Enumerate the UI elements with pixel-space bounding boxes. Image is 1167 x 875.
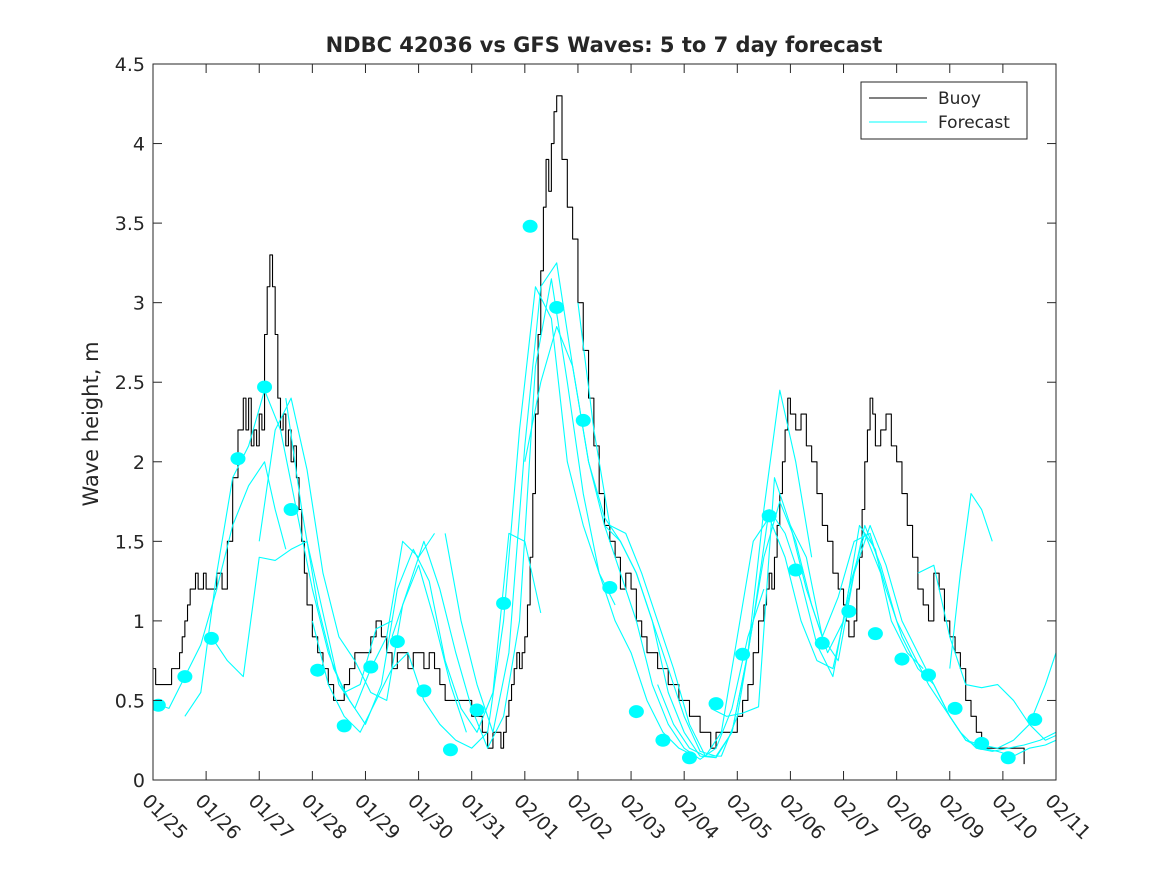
forecast-series-line bbox=[285, 398, 542, 733]
forecast-marker bbox=[814, 636, 830, 650]
y-tick-label: 4.5 bbox=[115, 54, 145, 76]
forecast-series-line bbox=[657, 516, 1056, 757]
marker-layer bbox=[153, 219, 1043, 765]
y-tick-label: 1.5 bbox=[115, 531, 145, 553]
plot-frame bbox=[152, 63, 1057, 781]
forecast-marker bbox=[602, 580, 618, 594]
forecast-series-line bbox=[710, 477, 1056, 757]
series-layer bbox=[153, 95, 1056, 765]
chart-title: NDBC 42036 vs GFS Waves: 5 to 7 day fore… bbox=[326, 33, 883, 57]
y-tick-label: 0 bbox=[133, 770, 145, 792]
legend-box bbox=[860, 81, 1028, 140]
forecast-marker bbox=[921, 668, 937, 682]
forecast-series-line bbox=[155, 461, 287, 709]
y-tick-label: 4 bbox=[133, 134, 145, 156]
forecast-marker bbox=[416, 684, 432, 698]
y-tick-label: 2.5 bbox=[115, 372, 145, 394]
y-axis-ticks: 0 0.5 1 1.5 2 2.5 3 3.5 4 4.5 bbox=[115, 54, 1056, 792]
forecast-series-line bbox=[949, 493, 993, 669]
forecast-marker bbox=[894, 652, 910, 666]
forecast-marker bbox=[681, 751, 697, 765]
y-axis-label: Wave height, m bbox=[79, 341, 103, 506]
forecast-series-line bbox=[210, 533, 435, 709]
forecast-series-line bbox=[524, 325, 813, 757]
forecast-series-line bbox=[184, 389, 393, 717]
forecast-series-line bbox=[311, 286, 616, 749]
y-tick-label: 0.5 bbox=[115, 690, 145, 712]
forecast-marker bbox=[867, 627, 883, 641]
forecast-marker bbox=[735, 647, 751, 661]
forecast-series-line bbox=[917, 564, 1056, 741]
forecast-marker bbox=[974, 736, 990, 750]
forecast-marker bbox=[336, 719, 352, 733]
forecast-marker bbox=[708, 697, 724, 711]
forecast-marker bbox=[841, 604, 857, 618]
forecast-marker bbox=[363, 660, 379, 674]
forecast-marker bbox=[283, 503, 299, 517]
forecast-marker bbox=[788, 563, 804, 577]
forecast-marker bbox=[257, 380, 273, 394]
y-tick-label: 2 bbox=[133, 452, 145, 474]
y-tick-label: 1 bbox=[133, 611, 145, 633]
forecast-marker bbox=[1027, 713, 1043, 727]
forecast-series-line bbox=[604, 501, 924, 759]
y-tick-label: 3 bbox=[133, 293, 145, 315]
forecast-marker bbox=[153, 698, 166, 712]
forecast-marker bbox=[1000, 751, 1016, 765]
legend-buoy-label: Buoy bbox=[938, 89, 981, 109]
forecast-marker bbox=[947, 701, 963, 715]
legend: Buoy Forecast bbox=[860, 81, 1028, 140]
legend-forecast-label: Forecast bbox=[938, 113, 1010, 133]
forecast-marker bbox=[203, 631, 219, 645]
forecast-marker bbox=[549, 300, 565, 314]
forecast-marker bbox=[575, 413, 591, 427]
forecast-marker bbox=[442, 743, 458, 757]
forecast-marker bbox=[761, 509, 777, 523]
forecast-marker bbox=[628, 705, 644, 719]
forecast-marker bbox=[655, 733, 671, 747]
forecast-marker bbox=[469, 703, 485, 717]
forecast-marker bbox=[177, 670, 193, 684]
forecast-series-line bbox=[789, 524, 1056, 749]
forecast-marker bbox=[496, 596, 512, 610]
forecast-series-line bbox=[258, 397, 467, 733]
forecast-marker bbox=[230, 452, 246, 466]
forecast-marker bbox=[522, 219, 538, 233]
y-tick-label: 3.5 bbox=[115, 213, 145, 235]
buoy-series-line bbox=[153, 95, 1025, 765]
forecast-marker bbox=[389, 635, 405, 649]
forecast-series-line bbox=[391, 278, 696, 757]
forecast-marker bbox=[310, 663, 326, 677]
